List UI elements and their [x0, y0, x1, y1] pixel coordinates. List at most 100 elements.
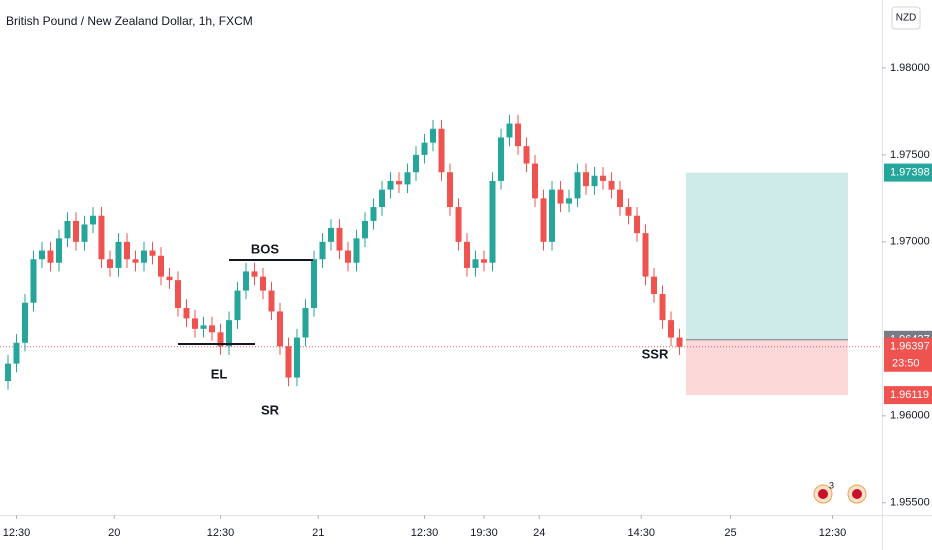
candle-body	[362, 220, 369, 239]
candle-body	[506, 123, 513, 138]
candle-body	[72, 220, 79, 242]
candle-body	[600, 175, 607, 181]
candle-body	[481, 259, 488, 263]
price-badge	[884, 163, 932, 182]
candle-body	[4, 363, 11, 382]
candle-body	[47, 250, 54, 263]
candle-body	[472, 259, 479, 268]
price-badge-label: 1.96119	[890, 389, 929, 401]
loss-zone	[686, 339, 848, 396]
candle-body	[353, 238, 360, 263]
candle-body	[591, 175, 598, 187]
candle-body	[438, 128, 445, 173]
annotation: SR	[261, 402, 280, 417]
candle-body	[515, 123, 522, 147]
flag-icon	[818, 489, 828, 499]
price-badge	[884, 337, 932, 372]
annotation: EL	[211, 366, 228, 381]
candle-body	[243, 271, 250, 291]
profit-zone	[686, 172, 848, 340]
candle-body	[447, 172, 454, 208]
price-badge-label: 1.96397	[890, 341, 930, 353]
candle-body	[532, 163, 539, 199]
candle-body	[557, 189, 564, 204]
candle-body	[336, 227, 343, 251]
x-tick-label: 12:30	[207, 527, 235, 539]
candle-body	[157, 255, 164, 277]
price-badge	[884, 386, 932, 405]
x-tick-label: 24	[533, 527, 545, 539]
candle-body	[651, 276, 658, 295]
candle-body	[21, 302, 28, 343]
candle-body	[566, 198, 573, 204]
candle-body	[379, 189, 386, 208]
candle-body	[277, 311, 284, 347]
candle-body	[574, 172, 581, 199]
x-tick-label: 12:30	[3, 527, 31, 539]
candle-body	[106, 259, 113, 268]
event-icon[interactable]: 3	[813, 480, 834, 504]
event-icon[interactable]	[847, 484, 867, 504]
candle-body	[89, 215, 96, 225]
candle-body	[98, 215, 105, 260]
candle-body	[540, 198, 547, 242]
candle-body	[30, 259, 37, 303]
candle-body	[430, 128, 437, 143]
candle-body	[328, 227, 335, 242]
candle-body	[634, 215, 641, 234]
candle-body	[498, 137, 505, 181]
candle-body	[387, 180, 394, 190]
currency-label: NZD	[896, 13, 917, 24]
candle-body	[183, 307, 190, 319]
candle-body	[234, 290, 241, 321]
candle-body	[251, 271, 258, 277]
y-tick-label: 1.98000	[890, 62, 930, 74]
candle-body	[413, 154, 420, 173]
candle-body	[345, 250, 352, 263]
candle-body	[311, 259, 318, 308]
candle-body	[115, 241, 122, 268]
price-badge-label: 1.97398	[890, 167, 930, 179]
chart-title: British Pound / New Zealand Dollar, 1h, …	[6, 14, 253, 28]
event-count: 3	[829, 480, 834, 490]
candle-body	[523, 146, 530, 164]
candle-body	[396, 180, 403, 185]
candle-body	[659, 294, 666, 321]
candle-body	[583, 172, 590, 187]
annotation: SSR	[642, 346, 669, 361]
candle-body	[617, 189, 624, 208]
candle-body	[421, 142, 428, 155]
currency-box[interactable]	[891, 6, 921, 30]
annotation: BOS	[251, 241, 280, 256]
candle-body	[370, 207, 377, 221]
x-tick-label: 12:30	[819, 527, 847, 539]
x-tick-label: 20	[108, 527, 120, 539]
candle-body	[302, 307, 309, 338]
candle-body	[676, 337, 683, 347]
candle-body	[200, 325, 207, 329]
candle-body	[174, 280, 181, 308]
candle-body	[132, 259, 139, 263]
candle-body	[549, 189, 556, 242]
candle-body	[149, 250, 156, 256]
candle-body	[166, 276, 173, 281]
x-tick-label: 21	[312, 527, 324, 539]
candle-body	[464, 241, 471, 268]
candle-body	[294, 337, 301, 378]
candle-body	[404, 172, 411, 185]
candle-body	[455, 207, 462, 242]
candle-body	[208, 325, 215, 333]
y-tick-label: 1.95500	[890, 497, 930, 509]
candle-body	[13, 342, 20, 364]
y-tick-label: 1.96000	[890, 410, 930, 422]
flag-icon	[852, 489, 862, 499]
candle-body	[64, 220, 71, 239]
y-tick-label: 1.97500	[890, 149, 930, 161]
candle-body	[123, 241, 130, 260]
candle-body	[319, 241, 326, 260]
candle-body	[489, 180, 496, 263]
x-tick-label: 19:30	[470, 527, 498, 539]
candle-body	[268, 290, 275, 312]
countdown: 23:50	[892, 358, 920, 370]
